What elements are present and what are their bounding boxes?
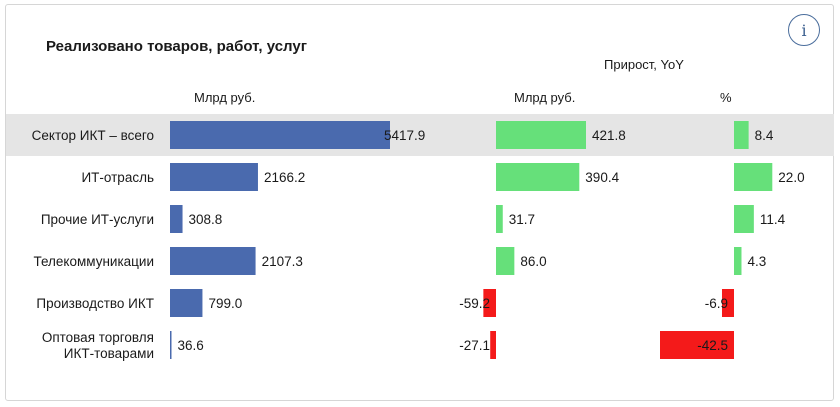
value-bar bbox=[170, 247, 256, 275]
growth-abs-bar bbox=[483, 289, 496, 317]
category-label: Сектор ИКТ – всего bbox=[32, 128, 154, 143]
growth-pct-column-header: % bbox=[720, 90, 732, 105]
growth-abs-bar bbox=[496, 121, 586, 149]
growth-pct-bar bbox=[660, 331, 734, 359]
growth-pct-bar bbox=[734, 163, 773, 191]
value-bar bbox=[170, 331, 172, 359]
growth-abs-bar bbox=[496, 247, 515, 275]
growth-pct-bar bbox=[721, 289, 734, 317]
category-label: Телекоммуникации bbox=[34, 254, 155, 269]
growth-abs-label: 86.0 bbox=[520, 254, 546, 269]
growth-pct-label: 11.4 bbox=[760, 212, 786, 227]
growth-abs-label: -27.1 bbox=[459, 338, 490, 353]
value-label: 799.0 bbox=[208, 296, 242, 311]
growth-pct-label: 22.0 bbox=[778, 170, 804, 185]
category-label: Прочие ИТ-услуги bbox=[41, 212, 154, 227]
value-bar bbox=[170, 289, 203, 317]
category-label: Производство ИКТ bbox=[36, 296, 154, 311]
growth-abs-label: 31.7 bbox=[509, 212, 535, 227]
value-label: 5417.9 bbox=[384, 128, 425, 143]
growth-abs-bar bbox=[496, 205, 503, 233]
growth-abs-label: 421.8 bbox=[592, 128, 626, 143]
growth-pct-bar bbox=[734, 205, 754, 233]
growth-abs-label: 390.4 bbox=[585, 170, 619, 185]
value-bar bbox=[170, 205, 183, 233]
growth-abs-label: -59.2 bbox=[459, 296, 490, 311]
value-bar bbox=[170, 163, 258, 191]
chart-title: Реализовано товаров, работ, услуг bbox=[46, 38, 307, 55]
value-label: 2107.3 bbox=[262, 254, 303, 269]
value-column-header: Млрд руб. bbox=[194, 90, 256, 105]
value-label: 36.6 bbox=[178, 338, 204, 353]
value-label: 308.8 bbox=[189, 212, 223, 227]
growth-header: Прирост, YoY bbox=[604, 57, 684, 72]
growth-abs-bar bbox=[490, 331, 496, 359]
growth-pct-label: -6.9 bbox=[705, 296, 728, 311]
growth-pct-label: 8.4 bbox=[755, 128, 774, 143]
highlight-row bbox=[6, 114, 834, 156]
growth-pct-label: 4.3 bbox=[747, 254, 766, 269]
growth-pct-bar bbox=[734, 121, 749, 149]
growth-abs-column-header: Млрд руб. bbox=[514, 90, 576, 105]
info-icon[interactable]: i bbox=[788, 14, 820, 46]
growth-abs-bar bbox=[496, 163, 580, 191]
value-bar bbox=[170, 121, 390, 149]
growth-pct-label: -42.5 bbox=[697, 338, 728, 353]
growth-pct-bar bbox=[734, 247, 742, 275]
category-label: ИТ-отрасль bbox=[81, 170, 154, 185]
value-label: 2166.2 bbox=[264, 170, 305, 185]
category-label: Оптовая торговля ИКТ-товарами bbox=[42, 330, 154, 361]
